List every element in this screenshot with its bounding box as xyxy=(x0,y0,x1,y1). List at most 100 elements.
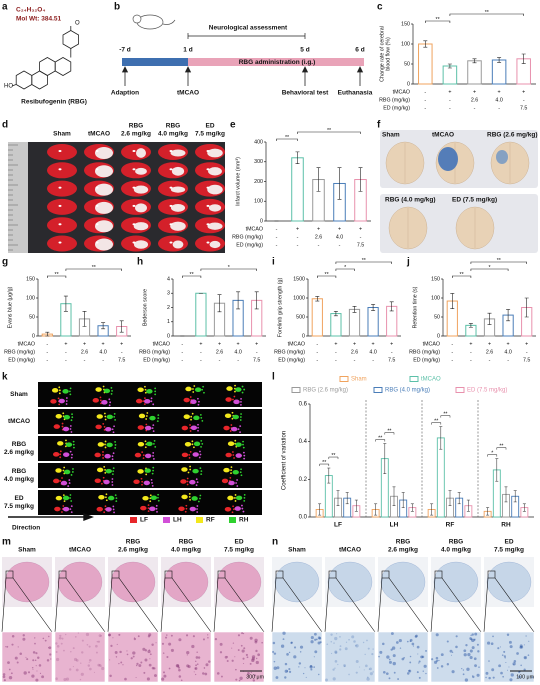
cell xyxy=(334,667,336,669)
toe-print xyxy=(68,479,71,481)
y-tick-label: 0 xyxy=(32,333,35,339)
brain-label: ED (7.5 mg/kg) xyxy=(452,197,497,204)
day-label: -7 d xyxy=(119,47,131,54)
cell xyxy=(32,668,34,670)
condition-cell: + xyxy=(507,341,510,347)
row-label: 2.6 mg/kg xyxy=(4,449,34,456)
brain-slice xyxy=(47,217,77,234)
cell xyxy=(38,664,42,667)
brain-label: RBG (4.0 mg/kg) xyxy=(385,197,436,204)
cell xyxy=(35,665,37,667)
period-label: Neurological assessment xyxy=(209,25,288,32)
bar xyxy=(330,313,342,337)
chemical-structure xyxy=(11,26,79,90)
cell xyxy=(115,656,118,658)
cell xyxy=(284,676,287,679)
legend-swatch xyxy=(339,376,349,382)
toe-print xyxy=(190,415,193,418)
cell xyxy=(149,653,152,656)
toe-print xyxy=(62,494,65,497)
significance-label: ** xyxy=(285,135,289,141)
cell xyxy=(186,650,190,655)
cell xyxy=(118,663,120,665)
cell xyxy=(409,655,412,658)
condition-cell: 4.0 xyxy=(504,349,511,355)
condition-cell: + xyxy=(448,89,451,95)
toe-print xyxy=(108,398,111,401)
toe-print xyxy=(157,493,160,496)
toe-print xyxy=(71,413,73,416)
toe-print xyxy=(111,428,114,431)
toe-print xyxy=(57,397,60,400)
toe-print xyxy=(230,424,233,426)
cell xyxy=(524,657,526,659)
bar xyxy=(367,307,379,337)
footprint xyxy=(232,469,239,475)
cell xyxy=(392,654,396,658)
toe-print xyxy=(105,496,107,499)
toe-print xyxy=(189,468,192,471)
significance-label: ** xyxy=(497,258,501,264)
cell xyxy=(438,659,440,662)
toe-print xyxy=(102,454,104,456)
toe-print xyxy=(65,403,68,405)
toe-print xyxy=(239,419,242,421)
gait-strip xyxy=(38,382,262,407)
condition-cell: - xyxy=(256,349,258,355)
toe-print xyxy=(58,386,61,389)
cell xyxy=(232,642,235,644)
condition-cell: - xyxy=(84,357,86,363)
toe-print xyxy=(104,471,107,474)
toe-print xyxy=(189,450,192,453)
condition-cell: + xyxy=(218,341,221,347)
y-tick-label: 0 xyxy=(167,333,170,339)
toe-print xyxy=(196,481,199,484)
toe-print xyxy=(104,415,107,418)
condition-cell: - xyxy=(335,357,337,363)
toe-print xyxy=(72,440,75,443)
toe-print xyxy=(102,476,105,479)
cell xyxy=(88,661,90,663)
toe-print xyxy=(99,396,102,399)
condition-name: ED (mg/kg) xyxy=(383,105,410,111)
footprint xyxy=(137,387,144,393)
bar xyxy=(291,157,304,222)
toe-print xyxy=(241,504,243,507)
cell xyxy=(273,660,276,663)
toe-print xyxy=(243,457,246,460)
error-bar xyxy=(472,58,477,64)
condition-cell: + xyxy=(498,89,501,95)
cell xyxy=(178,675,182,678)
cell xyxy=(527,654,530,656)
footprint xyxy=(105,507,112,512)
footprint xyxy=(228,480,235,486)
cell xyxy=(455,645,458,649)
cell xyxy=(55,642,58,645)
cell xyxy=(477,650,480,653)
cell xyxy=(288,667,291,671)
cell xyxy=(165,636,168,639)
cell xyxy=(344,647,348,651)
cell xyxy=(96,640,99,643)
condition-cell: + xyxy=(488,341,491,347)
cell xyxy=(26,658,29,661)
y-tick-label: 50 xyxy=(29,314,35,320)
cell xyxy=(275,676,279,679)
cell xyxy=(490,642,494,646)
magnified-view xyxy=(213,631,265,683)
y-tick-label: 150 xyxy=(26,276,35,282)
cell xyxy=(366,676,369,679)
toe-print xyxy=(112,452,115,455)
cell xyxy=(418,662,420,664)
cell xyxy=(372,648,374,650)
cell xyxy=(70,651,72,653)
panel-label: n xyxy=(272,537,278,548)
cell xyxy=(65,633,67,636)
condition-name: RBG (mg/kg) xyxy=(232,234,263,240)
footprint xyxy=(146,441,153,447)
day-label: 5 d xyxy=(300,47,309,54)
legend-label: RBG (4.0 mg/kg) xyxy=(385,388,430,394)
toe-print xyxy=(243,388,246,391)
footprint xyxy=(146,389,153,394)
toe-print xyxy=(113,415,116,418)
